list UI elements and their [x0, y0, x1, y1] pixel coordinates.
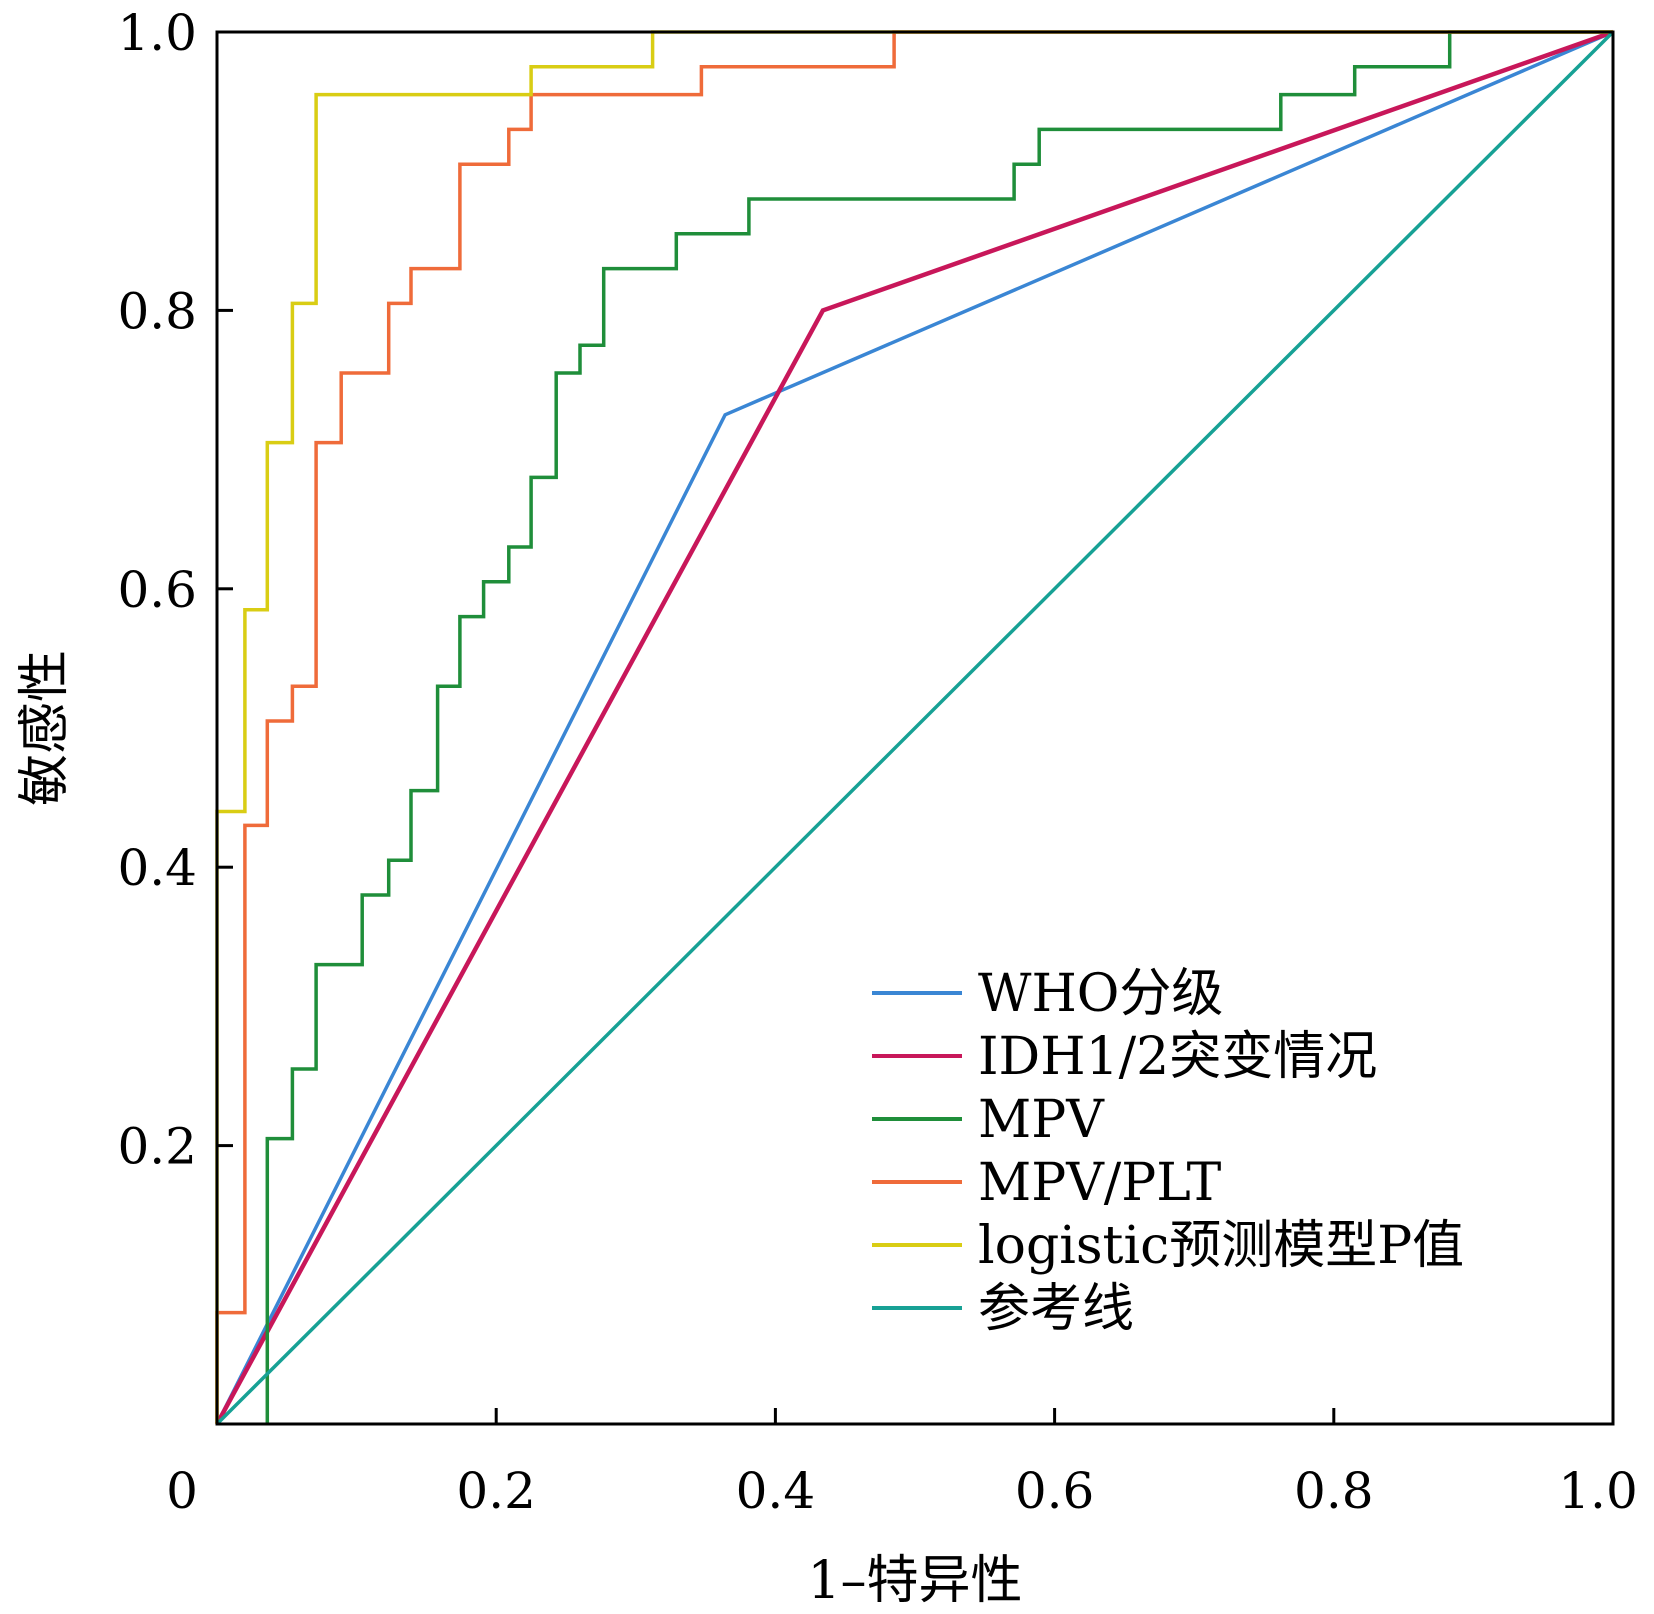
y-tick-label: 0.8: [117, 282, 197, 340]
series-line-2: [215, 29, 1614, 1426]
legend-label-5: logistic预测模型P值: [978, 1216, 1464, 1276]
x-tick-label: 1.0: [1558, 1462, 1638, 1520]
legend: WHO分级IDH1/2突变情况MPVMPV/PLTlogistic预测模型P值参…: [872, 964, 1464, 1339]
x-tick-label: 0: [166, 1462, 198, 1520]
y-tick-label: 1.0: [117, 4, 197, 62]
series-line-6: [215, 30, 1615, 1426]
series-line-3: [265, 30, 1613, 1424]
series-layer: [215, 29, 1615, 1426]
y-tick-label: 0.2: [117, 1118, 197, 1176]
y-axis-title: 敏感性: [15, 650, 75, 806]
series-line-5: [215, 30, 1613, 1424]
x-tick-label: 0.6: [1015, 1462, 1095, 1520]
legend-label-6: 参考线: [978, 1279, 1134, 1339]
legend-label-1: WHO分级: [978, 964, 1223, 1024]
y-tick-label: 0.4: [117, 839, 197, 897]
plot-frame: [215, 30, 1615, 1426]
y-tick-label: 0.6: [117, 561, 197, 619]
legend-label-2: IDH1/2突变情况: [978, 1027, 1377, 1087]
series-line-1: [215, 30, 1614, 1425]
legend-label-4: MPV/PLT: [978, 1153, 1222, 1213]
legend-label-3: MPV: [978, 1090, 1105, 1150]
x-tick-label: 0.8: [1294, 1462, 1374, 1520]
x-tick-label: 0.4: [736, 1462, 816, 1520]
ticks-layer: 0 0.2 0.4 0.6 0.8 1.0 0.2 0.4 0.6 0.8 1.0: [117, 4, 1637, 1520]
series-line-4: [215, 30, 1613, 1424]
x-tick-label: 0.2: [456, 1462, 536, 1520]
x-axis-title: 1–特异性: [807, 1551, 1022, 1611]
